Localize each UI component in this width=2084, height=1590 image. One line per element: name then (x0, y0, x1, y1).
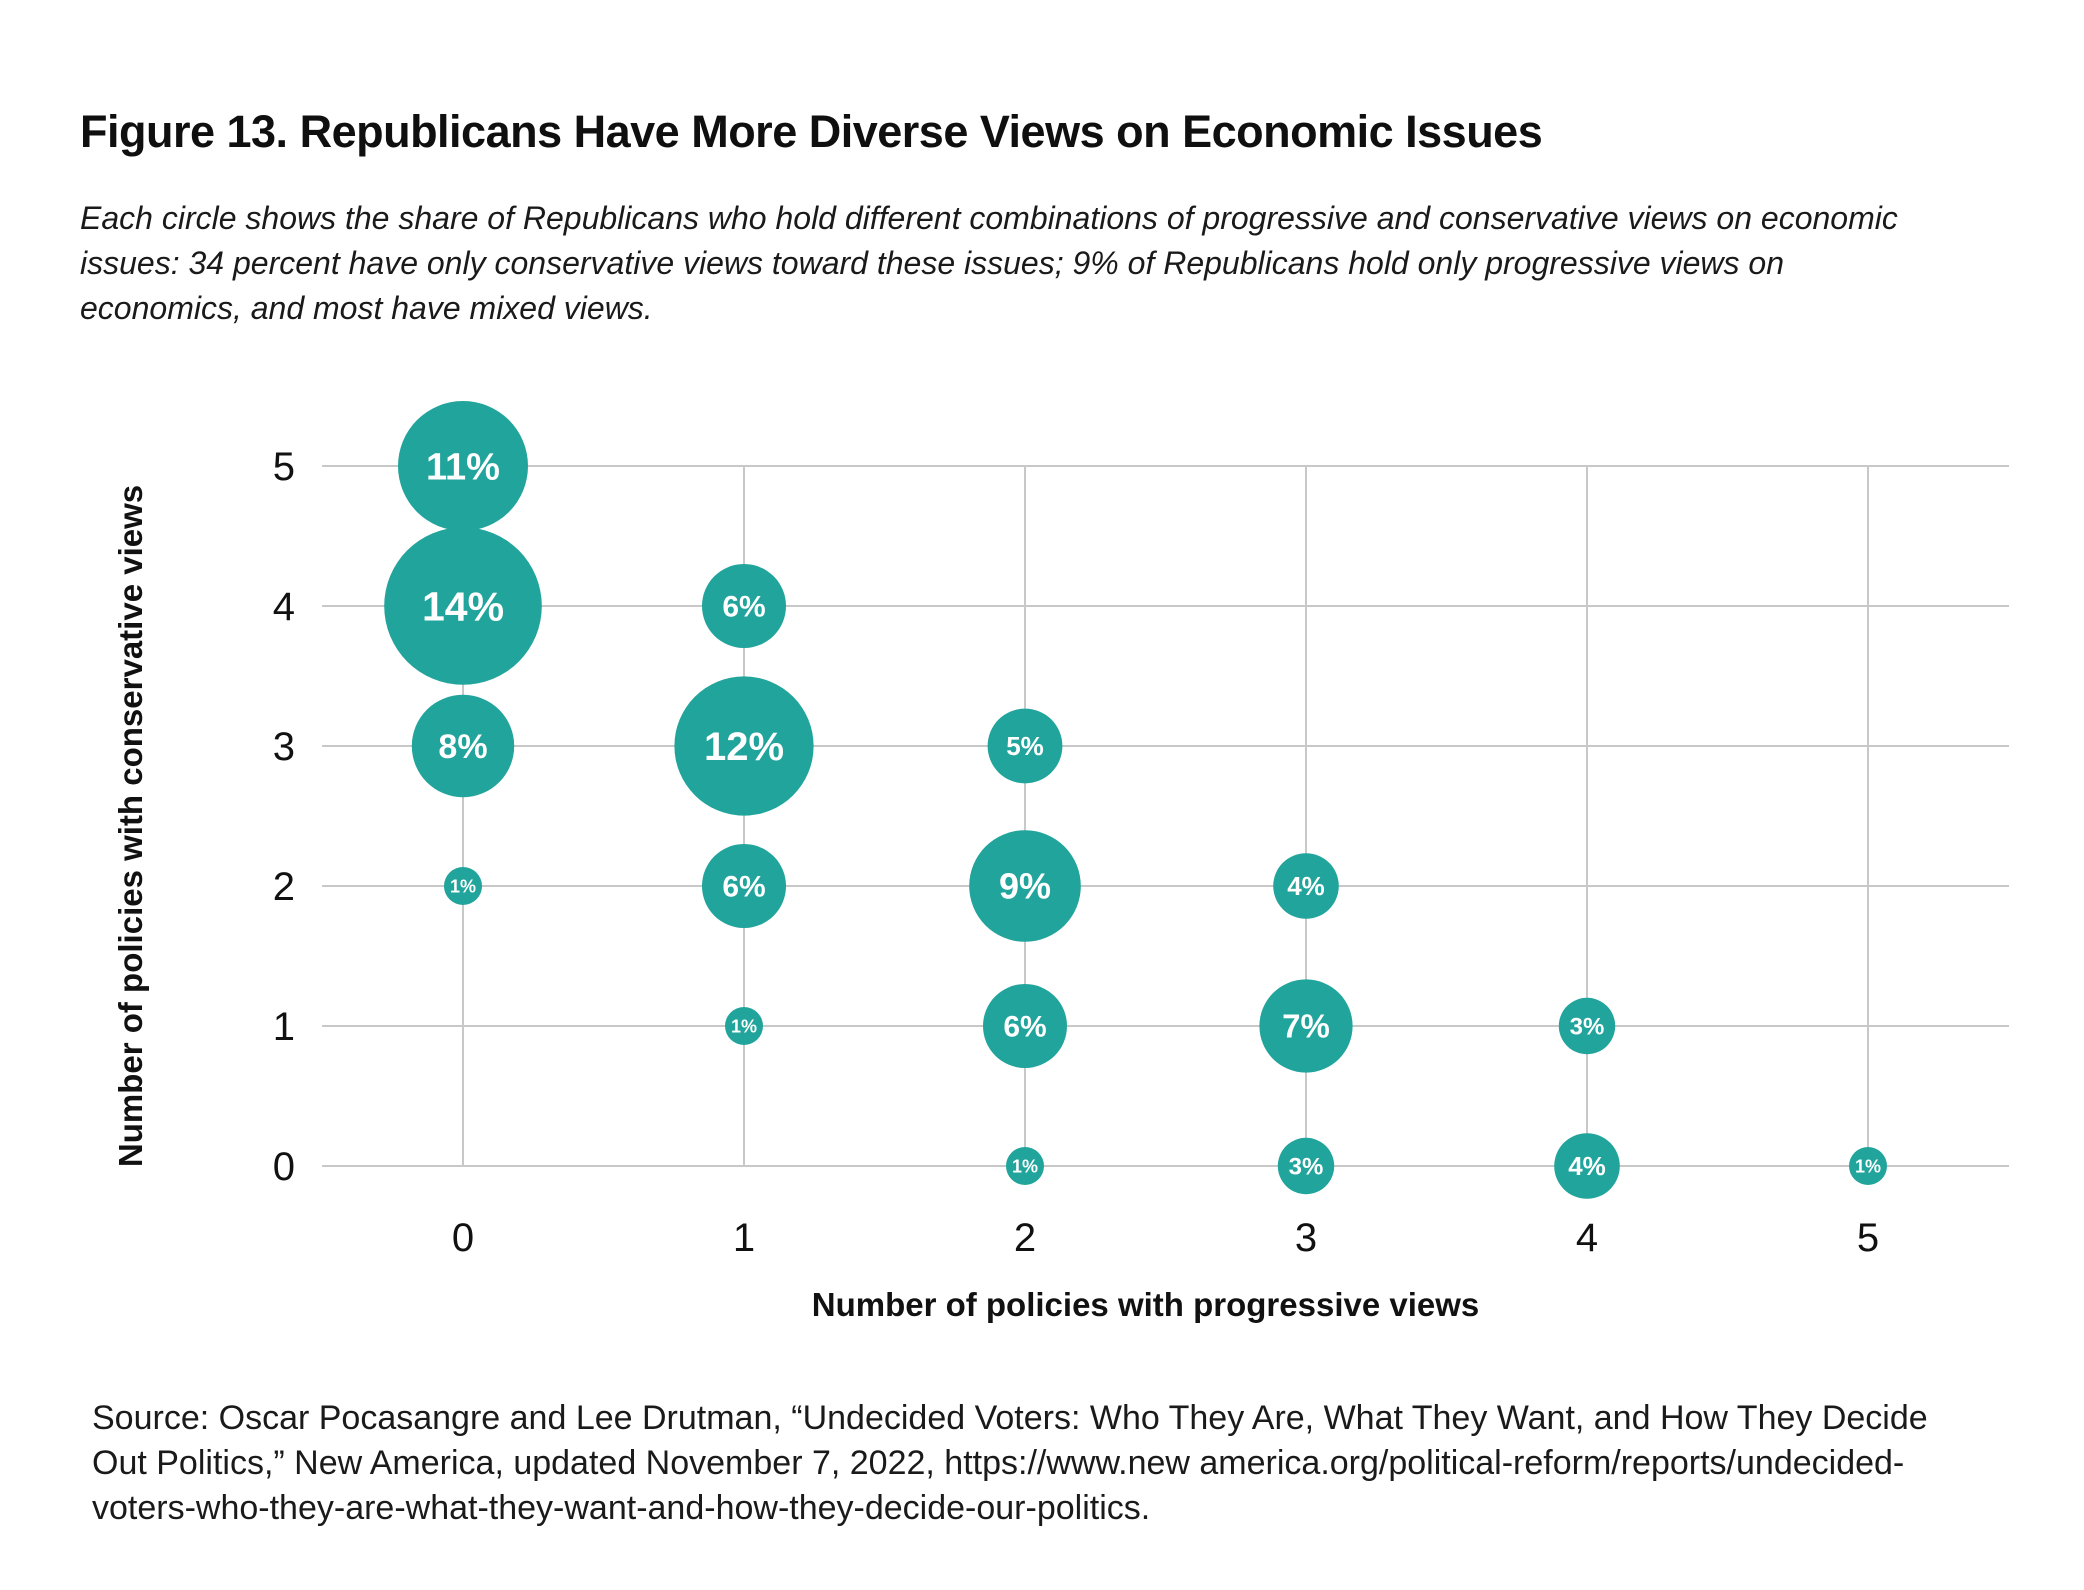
source-line: Source: Oscar Pocasangre and Lee Drutman… (92, 1399, 1928, 1437)
bubble-1-3: 12% (674, 676, 814, 816)
bubbles: 11% 14% 8% 1% 6% 12% 6% 1% 5% 9% 6% 1% 4% 7% 3% 3% 4% 1% (384, 401, 1887, 1199)
bubble-circle (674, 676, 814, 816)
bubble-label: 4% (1568, 1151, 1606, 1181)
bubble-label: 3% (1289, 1153, 1324, 1180)
bubble-1-4: 6% (702, 564, 786, 648)
bubble-3-2: 4% (1273, 853, 1339, 919)
bubble-circle (1554, 1133, 1620, 1199)
bubble-circle (987, 708, 1063, 784)
bubble-label: 1% (1855, 1156, 1881, 1176)
bubble-2-2: 9% (969, 830, 1081, 942)
bubble-label: 1% (731, 1016, 757, 1036)
bubble-label: 4% (1287, 871, 1325, 901)
bubble-2-0: 1% (1006, 1147, 1044, 1185)
bubble-3-0: 3% (1277, 1137, 1335, 1195)
x-tick-label-5: 5 (1857, 1216, 1879, 1260)
bubble-label: 6% (1003, 1011, 1046, 1044)
bubble-3-1: 7% (1259, 979, 1353, 1073)
x-tick-label-4: 4 (1576, 1216, 1598, 1260)
bubble-circle (725, 1007, 763, 1045)
figure-source: Source: Oscar Pocasangre and Lee Drutman… (92, 1396, 1928, 1531)
x-axis-label: Number of policies with progressive view… (812, 1286, 1480, 1323)
x-tick-label-2: 2 (1014, 1216, 1036, 1260)
bubble-circle (411, 694, 515, 798)
bubble-1-1: 1% (725, 1007, 763, 1045)
subtitle-line: issues: 34 percent have only conservativ… (80, 245, 1784, 281)
bubble-label: 6% (722, 591, 765, 624)
bubble-label: 6% (722, 871, 765, 904)
y-tick-label-4: 4 (273, 585, 295, 629)
bubble-circle (702, 844, 786, 928)
x-axis-ticks: 0 1 2 3 4 5 (452, 1216, 1879, 1260)
bubble-0-4: 14% (384, 527, 542, 685)
subtitle-line: economics, and most have mixed views. (80, 290, 653, 326)
source-line: Out Politics,” New America, updated Nove… (92, 1444, 1905, 1482)
y-tick-label-1: 1 (273, 1005, 295, 1049)
bubble-circle (1277, 1137, 1335, 1195)
bubble-label: 1% (450, 876, 476, 896)
bubble-circle (1006, 1147, 1044, 1185)
y-tick-label-0: 0 (273, 1145, 295, 1189)
x-tick-label-3: 3 (1295, 1216, 1317, 1260)
source-line: voters-who-they-are-what-they-want-and-h… (92, 1489, 1151, 1527)
x-tick-label-1: 1 (733, 1216, 755, 1260)
figure-subtitle: Each circle shows the share of Republica… (80, 196, 1898, 331)
bubble-label: 5% (1006, 731, 1044, 761)
bubble-label: 9% (999, 866, 1051, 907)
bubble-4-0: 4% (1554, 1133, 1620, 1199)
bubble-label: 3% (1570, 1013, 1605, 1040)
bubble-2-1: 6% (983, 984, 1067, 1068)
y-axis-label: Number of policies with conservative vie… (112, 485, 149, 1167)
bubble-label: 11% (426, 446, 500, 488)
bubble-5-0: 1% (1849, 1147, 1887, 1185)
gridlines (322, 465, 2009, 1167)
bubble-label: 7% (1282, 1008, 1330, 1045)
x-tick-label-0: 0 (452, 1216, 474, 1260)
bubble-circle (1558, 997, 1616, 1055)
bubble-circle (384, 527, 542, 685)
bubble-label: 12% (704, 725, 784, 769)
bubble-0-3: 8% (411, 694, 515, 798)
subtitle-line: Each circle shows the share of Republica… (80, 200, 1898, 236)
bubble-label: 8% (438, 728, 487, 766)
bubble-0-2: 1% (444, 867, 482, 905)
bubble-1-2: 6% (702, 844, 786, 928)
y-tick-label-2: 2 (273, 865, 295, 909)
bubble-circle (969, 830, 1081, 942)
bubble-circle (702, 564, 786, 648)
bubble-circle (983, 984, 1067, 1068)
y-tick-label-5: 5 (273, 445, 295, 489)
bubble-circle (444, 867, 482, 905)
bubble-circle (1273, 853, 1339, 919)
figure-title: Figure 13. Republicans Have More Diverse… (80, 106, 1543, 158)
bubble-4-1: 3% (1558, 997, 1616, 1055)
bubble-label: 14% (422, 583, 504, 629)
bubble-label: 1% (1012, 1156, 1038, 1176)
bubble-0-5: 11% (398, 401, 528, 531)
y-axis-ticks: 0 1 2 3 4 5 (273, 445, 295, 1189)
bubble-circle (398, 401, 528, 531)
bubble-circle (1849, 1147, 1887, 1185)
y-tick-label-3: 3 (273, 725, 295, 769)
bubble-circle (1259, 979, 1353, 1073)
bubble-2-3: 5% (987, 708, 1063, 784)
